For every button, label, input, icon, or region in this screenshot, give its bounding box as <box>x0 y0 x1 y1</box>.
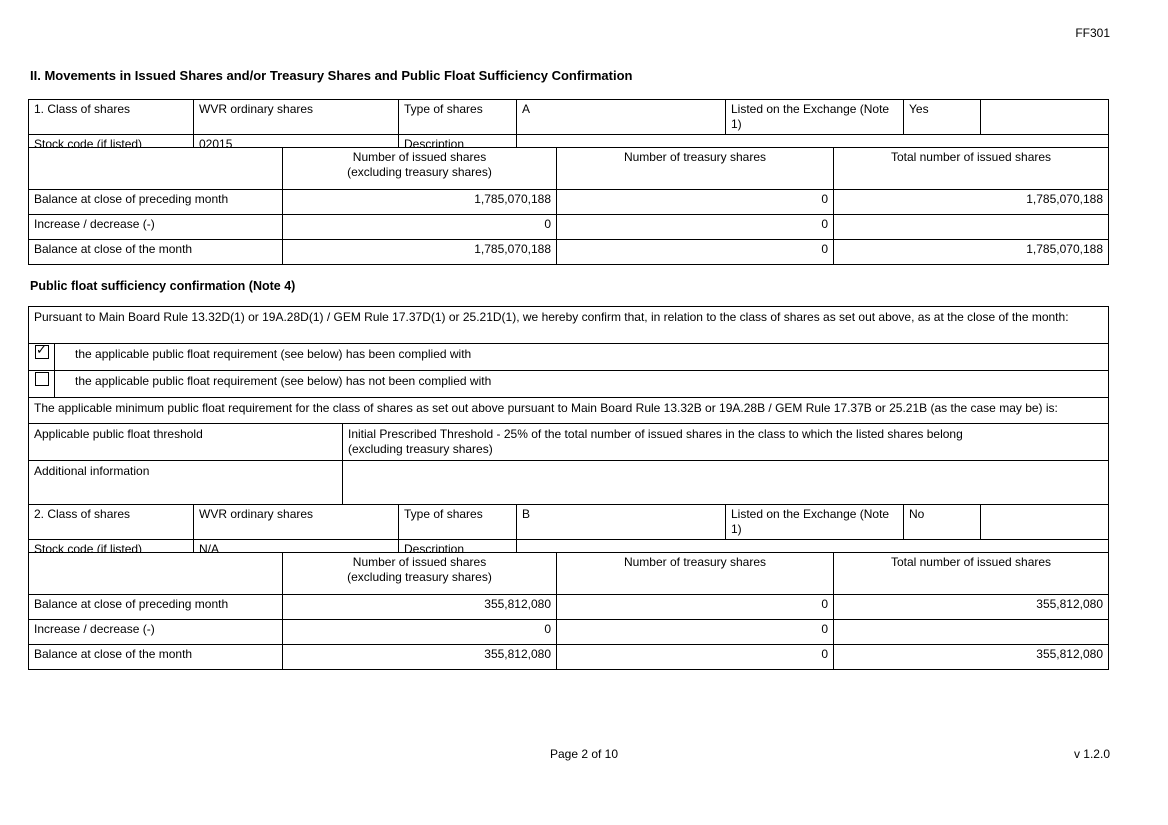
cell-issued-shares: 0 <box>282 214 557 240</box>
cell-issued-shares: 355,812,080 <box>282 594 557 620</box>
footer-page-number: Page 2 of 10 <box>549 747 619 761</box>
table-header-row: Number of issued shares (excluding treas… <box>28 147 1109 190</box>
movements-table-1: Number of issued shares (excluding treas… <box>28 147 1109 265</box>
class-index-label: 2. Class of shares <box>28 504 194 540</box>
threshold-label: Applicable public float threshold <box>28 423 343 461</box>
section-heading: II. Movements in Issued Shares and/or Tr… <box>30 68 633 83</box>
listed-on-exchange-label: Listed on the Exchange (Note 1) <box>725 504 904 540</box>
option-complied-label: the applicable public float requirement … <box>53 343 1110 371</box>
float-intro-text: Pursuant to Main Board Rule 13.32D(1) or… <box>27 306 1110 344</box>
checkbox-not-complied-cell[interactable] <box>28 370 55 398</box>
type-of-shares-value: B <box>516 504 726 540</box>
cell-issued-shares: 1,785,070,188 <box>282 239 557 265</box>
float-threshold-row: Applicable public float threshold Initia… <box>28 423 1110 461</box>
table-row: Balance at close of the month 355,812,08… <box>28 644 1109 670</box>
col-issued-shares-line1: Number of issued shares <box>352 555 487 569</box>
additional-information-value[interactable] <box>341 460 1110 510</box>
table-row: Balance at close of preceding month 355,… <box>28 594 1109 620</box>
row-label-balance-preceding: Balance at close of preceding month <box>28 189 283 215</box>
class-of-shares-value: WVR ordinary shares <box>193 99 399 135</box>
table-row: 2. Class of shares WVR ordinary shares T… <box>28 504 1109 540</box>
float-intro-row: Pursuant to Main Board Rule 13.32D(1) or… <box>27 306 1110 344</box>
footer-version: v 1.2.0 <box>1073 747 1110 761</box>
col-issued-shares-line2: (excluding treasury shares) <box>347 165 492 179</box>
movements-table-2: Number of issued shares (excluding treas… <box>28 552 1109 670</box>
row-label-increase-decrease: Increase / decrease (-) <box>28 214 283 240</box>
cell-treasury-shares: 0 <box>556 214 834 240</box>
col-issued-shares-line1: Number of issued shares <box>352 150 487 164</box>
float-option-complied-row[interactable]: the applicable public float requirement … <box>28 343 1110 371</box>
table-row: 1. Class of shares WVR ordinary shares T… <box>28 99 1109 135</box>
additional-information-label: Additional information <box>28 460 343 510</box>
listed-on-exchange-value: Yes <box>903 99 981 135</box>
cell-treasury-shares: 0 <box>556 189 834 215</box>
float-option-not-complied-row[interactable]: the applicable public float requirement … <box>28 370 1110 398</box>
col-issued-shares-header: Number of issued shares (excluding treas… <box>282 147 557 190</box>
checkbox-complied-cell[interactable] <box>28 343 55 371</box>
col-issued-shares-header: Number of issued shares (excluding treas… <box>282 552 557 595</box>
class-index-label: 1. Class of shares <box>28 99 194 135</box>
class-row-spare-cell <box>980 99 1109 135</box>
cell-total-issued: 355,812,080 <box>833 644 1109 670</box>
option-not-complied-label: the applicable public float requirement … <box>53 370 1110 398</box>
threshold-value-line1: Initial Prescribed Threshold - 25% of th… <box>348 427 963 441</box>
cell-issued-shares: 1,785,070,188 <box>282 189 557 215</box>
col-treasury-shares-header: Number of treasury shares <box>556 552 834 595</box>
row-label-balance-month: Balance at close of the month <box>28 644 283 670</box>
checkbox-complied-icon[interactable] <box>34 343 49 359</box>
cell-total-issued-disabled <box>833 619 1109 645</box>
class-row-spare-cell <box>980 504 1109 540</box>
col-treasury-shares-header: Number of treasury shares <box>556 147 834 190</box>
movements-corner-cell <box>28 552 283 595</box>
table-row: Increase / decrease (-) 0 0 <box>28 619 1109 645</box>
type-of-shares-value: A <box>516 99 726 135</box>
minimum-requirement-text: The applicable minimum public float requ… <box>27 397 1110 424</box>
col-total-issued-header: Total number of issued shares <box>833 552 1109 595</box>
movements-corner-cell <box>28 147 283 190</box>
cell-total-issued: 355,812,080 <box>833 594 1109 620</box>
listed-on-exchange-label: Listed on the Exchange (Note 1) <box>725 99 904 135</box>
type-of-shares-label: Type of shares <box>398 99 517 135</box>
cell-total-issued: 1,785,070,188 <box>833 239 1109 265</box>
cell-treasury-shares: 0 <box>556 619 834 645</box>
table-row: Balance at close of preceding month 1,78… <box>28 189 1109 215</box>
cell-issued-shares: 355,812,080 <box>282 644 557 670</box>
class-of-shares-value: WVR ordinary shares <box>193 504 399 540</box>
threshold-value: Initial Prescribed Threshold - 25% of th… <box>341 423 1110 461</box>
listed-on-exchange-value: No <box>903 504 981 540</box>
cell-issued-shares: 0 <box>282 619 557 645</box>
col-issued-shares-line2: (excluding treasury shares) <box>347 570 492 584</box>
type-of-shares-label: Type of shares <box>398 504 517 540</box>
row-label-balance-preceding: Balance at close of preceding month <box>28 594 283 620</box>
public-float-table: Pursuant to Main Board Rule 13.32D(1) or… <box>27 306 1110 510</box>
cell-treasury-shares: 0 <box>556 239 834 265</box>
float-additional-info-row: Additional information <box>28 460 1110 510</box>
threshold-value-line2: (excluding treasury shares) <box>348 442 493 456</box>
cell-treasury-shares: 0 <box>556 644 834 670</box>
table-header-row: Number of issued shares (excluding treas… <box>28 552 1109 595</box>
cell-total-issued: 1,785,070,188 <box>833 189 1109 215</box>
cell-treasury-shares: 0 <box>556 594 834 620</box>
table-row: Balance at close of the month 1,785,070,… <box>28 239 1109 265</box>
checkbox-not-complied-icon[interactable] <box>34 371 49 386</box>
float-minimum-requirement-row: The applicable minimum public float requ… <box>27 397 1110 424</box>
col-total-issued-header: Total number of issued shares <box>833 147 1109 190</box>
form-code: FF301 <box>1075 26 1110 40</box>
cell-total-issued-disabled <box>833 214 1109 240</box>
table-row: Increase / decrease (-) 0 0 <box>28 214 1109 240</box>
row-label-balance-month: Balance at close of the month <box>28 239 283 265</box>
public-float-heading: Public float sufficiency confirmation (N… <box>30 279 296 293</box>
row-label-increase-decrease: Increase / decrease (-) <box>28 619 283 645</box>
